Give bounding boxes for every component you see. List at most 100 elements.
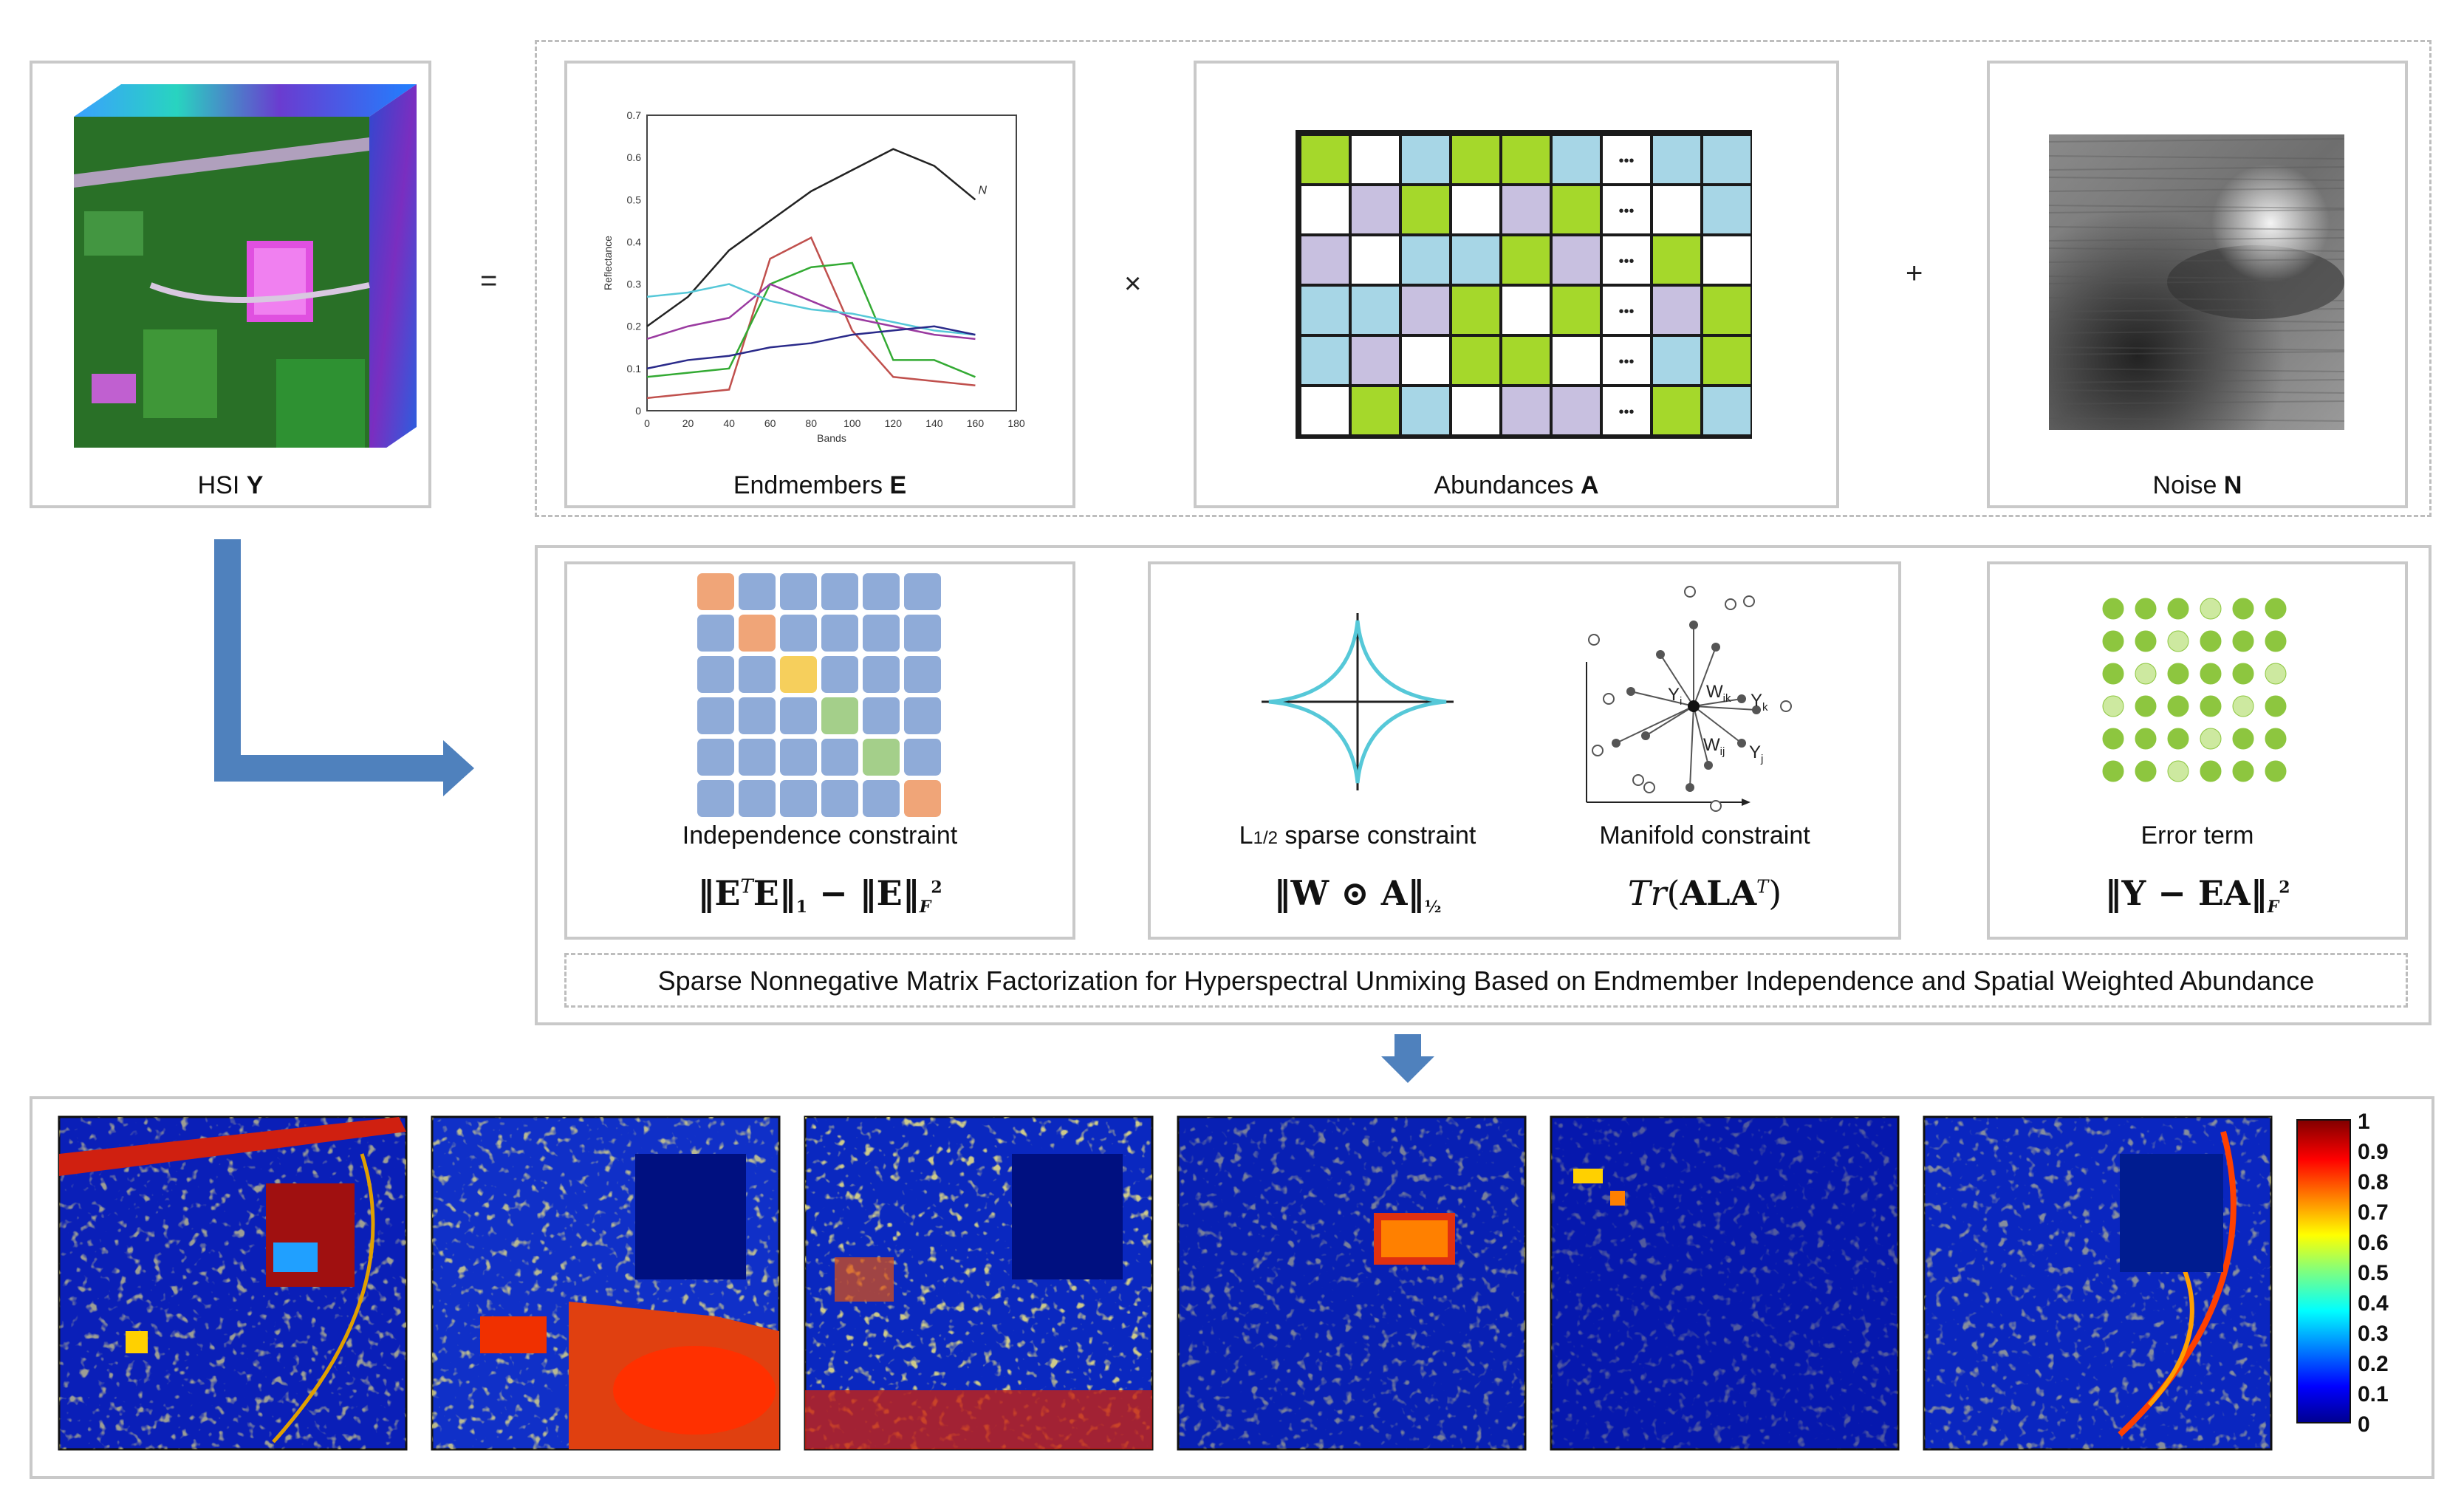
abundance-map-4 [1177, 1115, 1527, 1451]
matrix-ellipsis-cell [1603, 186, 1650, 233]
error-dot [2265, 630, 2287, 652]
matrix-cell [1703, 236, 1751, 284]
matrix-cell [1301, 136, 1349, 183]
independence-cell [697, 780, 734, 817]
noise-streak [2049, 329, 2344, 334]
colorbar [2296, 1119, 2351, 1423]
y-tick-label: 0.6 [627, 151, 642, 163]
matrix-ellipsis-cell [1603, 387, 1650, 434]
manifold-neighbor [1686, 783, 1694, 792]
error-dot [2232, 728, 2254, 750]
independence-cell [904, 615, 941, 652]
matrix-cell [1653, 136, 1700, 183]
y-tick-label: 0.4 [627, 236, 642, 247]
abundances-caption: Abundances A [1197, 471, 1836, 500]
independence-formula: ‖ETE‖1 − ‖E‖F2 [697, 873, 942, 917]
independence-cell [739, 615, 776, 652]
matrix-cell [1502, 236, 1550, 284]
matrix-ellipsis-cell [1603, 337, 1650, 384]
manifold-node [1780, 700, 1792, 712]
x-tick-label: 160 [967, 417, 985, 429]
independence-cell [780, 573, 817, 610]
error-dot [2102, 760, 2124, 782]
independence-cell [904, 697, 941, 734]
abundance-maps [58, 1115, 2351, 1451]
error-dot [2265, 728, 2287, 750]
method-title-banner: Sparse Nonnegative Matrix Factorization … [564, 953, 2408, 1008]
error-term-dots [2102, 598, 2287, 782]
matrix-ellipsis: ••• [1618, 304, 1634, 320]
manifold-node [1643, 782, 1655, 793]
manifold-neighbor [1689, 621, 1698, 629]
matrix-cell [1653, 337, 1700, 384]
independence-cell [821, 697, 858, 734]
matrix-cell [1653, 387, 1700, 434]
noise-caption-symbol: N [2223, 471, 2242, 499]
abundance-map-5 [1550, 1115, 1900, 1451]
matrix-cell [1703, 337, 1751, 384]
matrix-cell [1352, 236, 1399, 284]
independence-cell [863, 615, 900, 652]
independence-cell [780, 615, 817, 652]
y-tick-label: 0.7 [627, 109, 642, 121]
label-yi: Yi [1668, 685, 1682, 708]
axis-x-arrow [1742, 799, 1751, 806]
independence-cell [863, 780, 900, 817]
noise-streak [2049, 205, 2344, 209]
manifold-edge [1645, 705, 1694, 736]
matrix-ellipsis: ••• [1618, 153, 1634, 169]
manifold-edge [1693, 698, 1742, 707]
error-dot [2102, 630, 2124, 652]
manifold-edge [1693, 646, 1717, 707]
colorbar-tick: 0.9 [2358, 1140, 2389, 1164]
noise-streak [2049, 379, 2344, 383]
matrix-cell [1452, 236, 1499, 284]
error-dot [2232, 598, 2254, 620]
matrix-cell [1553, 287, 1600, 334]
x-tick-label: 40 [723, 417, 735, 429]
manifold-neighbor [1656, 650, 1665, 659]
matrix-cell [1553, 337, 1600, 384]
independence-cell [863, 697, 900, 734]
label-yk: Yk [1751, 691, 1768, 714]
independence-cell [739, 656, 776, 693]
sparse-label-prefix: L [1239, 821, 1253, 850]
manifold-node [1725, 598, 1736, 610]
error-dot [2265, 598, 2287, 620]
independence-cell [780, 697, 817, 734]
colorbar-tick: 0.5 [2358, 1261, 2389, 1285]
error-term-panel: Error term ‖Y − EA‖F2 [1987, 561, 2408, 940]
matrix-ellipsis: ••• [1618, 253, 1634, 270]
series-line-s3 [646, 262, 976, 378]
manifold-graph: Yi Yk Yj Wik Wij [1586, 586, 1792, 812]
colorbar-tick: 0 [2358, 1412, 2370, 1437]
colorbar-tick: 0.7 [2358, 1200, 2389, 1225]
matrix-cell [1301, 287, 1349, 334]
endmembers-caption-symbol: E [889, 471, 907, 499]
equals-operator: = [480, 264, 498, 297]
manifold-center [1688, 700, 1700, 712]
matrix-cell [1502, 136, 1550, 183]
hsi-caption: HSI Y [32, 471, 428, 500]
matrix-cell [1553, 387, 1600, 434]
model-equation-container [535, 40, 2432, 517]
abundance-map-2 [431, 1115, 781, 1451]
noise-panel: Noise N [1987, 61, 2408, 508]
independence-cell [697, 573, 734, 610]
noise-streak [2049, 155, 2344, 160]
x-tick-label: 80 [805, 417, 817, 429]
noise-streak [2049, 276, 2344, 280]
y-tick-label: 0.5 [627, 194, 642, 205]
independence-cell [739, 739, 776, 776]
sparse-manifold-panel: L1/2 sparse constraint ‖W ⊙ A‖½ Yi Yk Yj Wi… [1148, 561, 1901, 940]
noise-streak [2049, 318, 2344, 323]
y-tick-label: 0.1 [627, 363, 642, 375]
colorbar-tick: 0.1 [2358, 1382, 2389, 1406]
independence-cell [821, 656, 858, 693]
l12-sparse-icon [1262, 613, 1454, 790]
independence-cell [780, 780, 817, 817]
matrix-cell [1703, 387, 1751, 434]
matrix-cell [1502, 186, 1550, 233]
independence-cell [904, 780, 941, 817]
independence-cell [904, 573, 941, 610]
